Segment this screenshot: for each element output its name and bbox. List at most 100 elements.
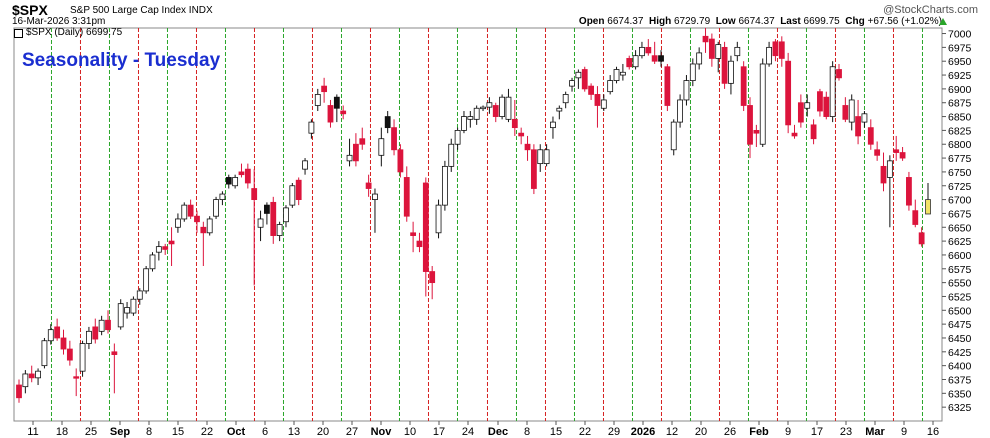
- x-tick-label: 17: [433, 426, 445, 438]
- candle-body: [213, 199, 219, 217]
- x-tick-label: 10: [404, 426, 416, 438]
- candle-body: [683, 80, 690, 101]
- candle-body: [22, 373, 29, 388]
- candle-body: [658, 55, 664, 62]
- candle-body: [759, 63, 766, 145]
- x-tick-label: 20: [695, 426, 707, 438]
- candle-body: [276, 224, 283, 236]
- candle-body: [766, 46, 772, 65]
- candle-body: [836, 69, 842, 79]
- candle-body: [441, 165, 448, 206]
- x-tick-label: 26: [724, 426, 736, 438]
- candle-body: [715, 44, 722, 59]
- open-label: Open: [578, 16, 605, 27]
- candle-body: [353, 143, 359, 162]
- candle-body: [772, 41, 779, 57]
- candle-body: [461, 116, 467, 131]
- y-tick-label: 6500: [948, 305, 972, 317]
- candle-body: [626, 58, 633, 68]
- candle-body: [73, 376, 80, 379]
- x-tick-label: 9: [785, 426, 791, 438]
- y-tick-label: 6900: [948, 84, 972, 96]
- chart-datetime: 16-Mar-2026 3:31pm: [12, 16, 106, 27]
- x-tick-label: Sep: [110, 426, 130, 438]
- candle-body: [524, 143, 531, 151]
- y-tick-label: 6625: [948, 236, 972, 248]
- candle-body: [365, 182, 372, 189]
- candle-body: [550, 121, 556, 129]
- candle-body: [340, 110, 347, 115]
- candle-body: [302, 160, 308, 170]
- low-value: 6674.37: [738, 16, 775, 27]
- y-tick-label: 6350: [948, 388, 972, 400]
- candle-body: [880, 165, 887, 184]
- y-tick-label: 6575: [948, 264, 972, 276]
- change-label: Chg: [845, 16, 865, 27]
- candle-body: [511, 118, 518, 129]
- candle-body: [867, 127, 874, 145]
- y-tick-label: 6775: [948, 153, 972, 165]
- candle-body: [530, 149, 537, 189]
- y-tick-label: 6525: [948, 291, 972, 303]
- x-tick-label: 15: [172, 426, 184, 438]
- x-tick-label: 16: [927, 426, 939, 438]
- candle-body: [454, 130, 461, 145]
- up-arrow-icon: [939, 18, 947, 25]
- candle-body: [467, 116, 474, 120]
- candle-body: [105, 319, 111, 331]
- y-tick-label: 6600: [948, 250, 972, 262]
- candle-body: [632, 55, 639, 68]
- candle-body: [740, 66, 747, 106]
- x-tick-label: Dec: [488, 426, 508, 438]
- candle-body: [855, 116, 861, 137]
- candle-body: [918, 232, 925, 245]
- chart-annotation: Seasonality - Tuesday: [22, 50, 221, 71]
- candle-body: [486, 102, 493, 108]
- candle-body: [651, 55, 658, 62]
- candle-body: [708, 38, 715, 59]
- x-tick-label: 15: [550, 426, 562, 438]
- x-tick-label: 22: [579, 426, 591, 438]
- candle-body: [283, 207, 289, 223]
- candle-body: [785, 60, 792, 126]
- candle-body: [619, 71, 626, 76]
- candle-body: [333, 96, 340, 109]
- candle-body: [143, 268, 150, 292]
- y-tick-label: 6325: [948, 402, 972, 414]
- candle-body: [677, 99, 683, 123]
- candle-body: [289, 185, 296, 206]
- candle-body: [244, 168, 251, 184]
- candle-body: [200, 226, 207, 234]
- legend-swatch: [14, 29, 23, 38]
- x-tick-label: 27: [346, 426, 358, 438]
- candle-body: [35, 370, 41, 379]
- candle-body: [264, 204, 270, 214]
- candle-body: [639, 46, 645, 57]
- high-value: 6729.79: [673, 16, 711, 27]
- plot-area-frame: [13, 27, 943, 422]
- y-tick-label: 6475: [948, 319, 972, 331]
- candle-body: [448, 143, 455, 167]
- y-tick-label: 6950: [948, 56, 972, 68]
- candle-body: [219, 193, 226, 200]
- candle-body: [391, 127, 397, 151]
- candle-body: [225, 177, 232, 185]
- candle-body: [696, 52, 703, 65]
- candle-body: [575, 71, 582, 79]
- candle-body: [47, 329, 54, 342]
- x-tick-label: Mar: [865, 426, 885, 438]
- x-tick-label: 6: [262, 426, 268, 438]
- y-tick-label: 6425: [948, 347, 972, 359]
- candle-body: [346, 154, 353, 162]
- chart-symbol: $SPX: [12, 2, 48, 18]
- candle-body: [92, 326, 99, 340]
- candle-body: [600, 99, 607, 109]
- candle-body: [86, 330, 92, 344]
- candle-body: [556, 107, 563, 112]
- candle-body: [155, 246, 162, 253]
- x-tick-label: 23: [840, 426, 852, 438]
- y-tick-label: 6800: [948, 139, 972, 151]
- candle-body: [499, 96, 506, 117]
- candle-body: [480, 106, 486, 110]
- candle-body: [734, 46, 741, 57]
